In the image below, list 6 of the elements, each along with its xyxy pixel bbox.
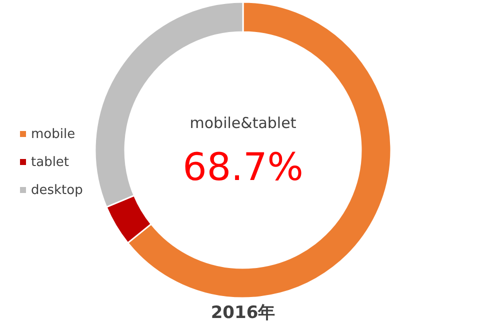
legend-label: tablet (31, 155, 70, 170)
text: 68.7% (182, 145, 304, 189)
text: 2016年 (210, 303, 276, 323)
text: mobile&tablet (190, 114, 296, 132)
legend-label: desktop (31, 183, 83, 198)
legend-label: mobile (31, 127, 76, 142)
